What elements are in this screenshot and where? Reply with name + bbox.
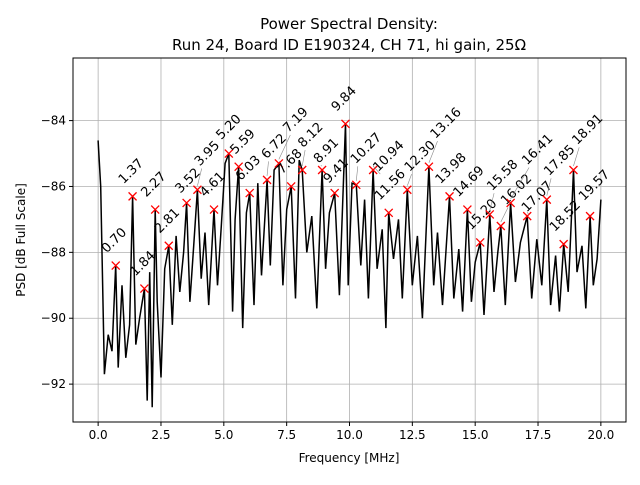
x-tick-label: 10.0 — [336, 428, 363, 442]
peak-label: 2.27 — [138, 169, 169, 200]
y-tick-label: −92 — [41, 377, 66, 391]
y-tick-label: −84 — [41, 114, 66, 128]
x-tick-label: 7.5 — [277, 428, 296, 442]
x-tick-label: 12.5 — [399, 428, 426, 442]
peak-label: 15.20 — [463, 196, 500, 233]
label-leader-line — [267, 161, 268, 175]
y-tick-label: −86 — [41, 179, 66, 193]
chart-subtitle: Run 24, Board ID E190324, CH 71, hi gain… — [172, 36, 526, 54]
peak-label: 9.84 — [329, 84, 360, 115]
x-tick-label: 5.0 — [214, 428, 233, 442]
peak-marker: 9.84 — [329, 84, 360, 128]
peak-label: 18.52 — [547, 198, 584, 235]
x-tick-label: 17.5 — [525, 428, 552, 442]
peak-label: 3.95 — [192, 138, 223, 169]
peak-label: 12.30 — [402, 138, 439, 175]
peak-marker: 2.81 — [152, 206, 183, 250]
peak-label: 19.57 — [576, 167, 613, 204]
y-tick-label: −88 — [41, 245, 66, 259]
y-axis-label: PSD [dB Full Scale] — [14, 183, 28, 297]
peak-marker: 12.30 — [402, 138, 439, 194]
peak-marker: 19.57 — [576, 167, 613, 220]
x-tick-label: 20.0 — [588, 428, 615, 442]
label-leader-line — [356, 166, 358, 181]
x-tick-label: 0.0 — [89, 428, 108, 442]
x-tick-label: 2.5 — [151, 428, 170, 442]
peak-marker: 0.70 — [99, 225, 130, 269]
plot-area: 0.701.371.842.272.813.523.954.615.205.59… — [98, 84, 613, 408]
x-axis-label: Frequency [MHz] — [299, 451, 400, 465]
chart-title: Power Spectral Density: — [260, 15, 438, 33]
peak-label: 13.16 — [428, 105, 465, 142]
x-tick-label: 15.0 — [462, 428, 489, 442]
y-tick-label: −90 — [41, 311, 66, 325]
peak-label: 0.70 — [99, 225, 130, 256]
peak-label: 1.37 — [116, 156, 147, 187]
peak-marker: 11.56 — [372, 167, 409, 217]
peak-marker: 2.27 — [138, 169, 169, 213]
label-leader-line — [501, 208, 508, 223]
label-leader-line — [407, 174, 411, 186]
peak-marker: 18.52 — [547, 198, 584, 248]
